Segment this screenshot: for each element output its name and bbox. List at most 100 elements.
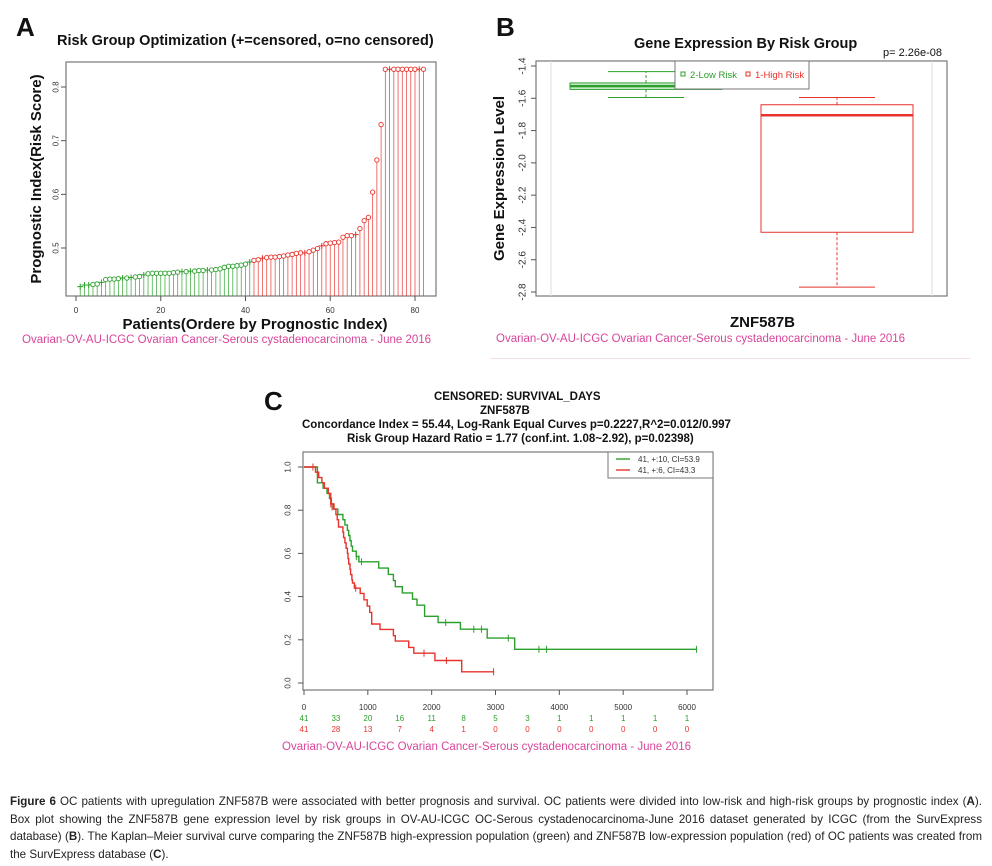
- low-risk-point: [200, 267, 206, 274]
- y-tick-label: 0.7: [51, 135, 60, 147]
- y-axis-label: Gene Expression Level: [491, 96, 508, 261]
- risk-table-low-risk-count: 11: [428, 714, 437, 723]
- y-tick-label: 0.6: [51, 188, 60, 200]
- low-risk-point: [175, 269, 181, 275]
- panel-c-title-line-4: Risk Group Hazard Ratio = 1.77 (conf.int…: [347, 433, 694, 445]
- panel-a-chart: 0.5 0.6 0.7 0.8 0 20 40 60 80 Prognostic Index(Ri…: [28, 61, 437, 333]
- low-risk-point: [238, 262, 244, 268]
- low-risk-point: [196, 267, 202, 274]
- high-risk-point: [340, 234, 346, 240]
- low-risk-censored-mark: [246, 258, 253, 265]
- low-risk-point: [158, 270, 164, 276]
- low-risk-point: [234, 263, 240, 269]
- y-tick-label: 0.4: [283, 590, 292, 602]
- risk-table-high-risk-count: 0: [589, 725, 594, 734]
- figure-caption: Figure 6 OC patients with upregulation Z…: [10, 793, 982, 863]
- low-risk-censored-mark: [98, 279, 105, 286]
- y-tick-label: -2.2: [518, 186, 529, 204]
- y-tick-label: -2.4: [518, 218, 529, 236]
- risk-table-high-risk-count: 1: [461, 725, 466, 734]
- legend-label-high-risk: 1-High Risk: [755, 70, 804, 81]
- caption-text-2: ). Box plot showing the ZNF587B gene exp…: [10, 795, 982, 843]
- risk-table-low-risk-count: 1: [653, 714, 658, 723]
- risk-table-low-risk-count: 16: [395, 714, 404, 723]
- panel-b-chart: -1.4 -1.6 -1.8 -2.0 -2.2 -2.4 -2.6 -2.8 Gene Exp…: [491, 57, 948, 301]
- low-risk-point: [107, 276, 113, 282]
- legend-marker-high-risk: [745, 71, 751, 77]
- risk-table-high-risk-count: 0: [493, 725, 498, 734]
- y-tick-label: -1.8: [518, 122, 529, 140]
- high-risk-point: [403, 66, 410, 72]
- high-risk-point: [323, 241, 329, 247]
- low-risk-point: [124, 275, 130, 281]
- risk-table-low-risk-count: 1: [557, 714, 562, 723]
- y-tick-label: 0.5: [51, 242, 60, 254]
- risk-table-low-risk-count: 5: [493, 714, 498, 723]
- panel-b-letter: B: [496, 12, 515, 42]
- risk-table-low-risk-count: 8: [461, 714, 466, 723]
- risk-table-low-risk-count: 20: [363, 714, 372, 723]
- caption-ref-a: A: [966, 795, 975, 808]
- y-tick-label: 0.6: [283, 547, 292, 559]
- x-tick-label: 3000: [487, 703, 505, 712]
- high-risk-point: [420, 66, 427, 72]
- legend-box: [674, 60, 810, 90]
- x-tick-label: 0: [302, 703, 307, 712]
- high-risk-point: [293, 250, 299, 257]
- low-risk-censored-mark: [77, 283, 84, 290]
- risk-table-high-risk-count: 0: [653, 725, 658, 734]
- high-risk-point: [314, 245, 321, 252]
- risk-table-high-risk-count: 28: [331, 725, 340, 734]
- legend-label-low-risk: 2-Low Risk: [690, 70, 737, 81]
- low-risk-point: [225, 263, 232, 269]
- high-risk-point: [255, 257, 261, 263]
- caption-text-4: ).: [161, 847, 169, 861]
- y-tick-label: 0.8: [51, 81, 60, 93]
- legend-label-low-risk: 41, +:10, CI=53.9: [638, 455, 700, 464]
- high-risk-point: [268, 254, 274, 260]
- low-risk-point: [115, 275, 122, 282]
- high-risk-point: [395, 66, 401, 72]
- risk-table-low-risk-count: 33: [331, 714, 340, 723]
- low-risk-point: [145, 271, 151, 277]
- panel-b-xlabel: ZNF587B: [730, 314, 796, 331]
- y-tick-label: 0.8: [283, 504, 292, 516]
- x-tick-label: 2000: [423, 703, 441, 712]
- risk-table-high-risk-count: 0: [621, 725, 626, 734]
- high-risk-point: [280, 253, 287, 259]
- low-risk-point: [191, 268, 198, 274]
- panel-c-source: Ovarian-OV-AU-ICGC Ovarian Cancer-Serous…: [282, 741, 692, 753]
- caption-text-3: ). The Kaplan–Meier survival curve compa…: [10, 830, 982, 861]
- x-tick-label: 20: [156, 306, 165, 315]
- risk-table-high-risk-count: 13: [363, 725, 372, 734]
- risk-table-high-risk-count: 0: [525, 725, 530, 734]
- high-risk-point: [344, 233, 350, 239]
- y-tick-label: 0.0: [283, 677, 292, 689]
- panel-c-title-line-2: ZNF587B: [480, 405, 530, 417]
- x-tick-label: 0: [74, 306, 79, 315]
- risk-table-low-risk-count: 1: [685, 714, 690, 723]
- legend: 2-Low Risk 1-High Risk: [674, 60, 810, 90]
- high-risk-point: [306, 249, 312, 255]
- plot-frame: [65, 61, 437, 297]
- low-risk-point: [94, 281, 100, 287]
- caption-ref-c: C: [153, 847, 162, 861]
- x-tick-label: 4000: [550, 703, 568, 712]
- high-risk-point: [374, 157, 380, 163]
- high-risk-box: [760, 104, 914, 233]
- high-risk-point: [289, 251, 295, 258]
- risk-table-low-risk-count: 1: [621, 714, 626, 723]
- high-risk-point: [251, 257, 257, 263]
- risk-table-high-risk-count: 4: [429, 725, 434, 734]
- panel-b-source: Ovarian-OV-AU-ICGC Ovarian Cancer-Serous…: [496, 333, 906, 345]
- panel-a-source: Ovarian-OV-AU-ICGC Ovarian Cancer-Serous…: [22, 334, 432, 346]
- caption-ref-b: B: [68, 830, 78, 843]
- y-tick-label: -2.0: [518, 154, 529, 172]
- low-risk-point: [221, 264, 227, 270]
- panel-c-title-line-3: Concordance Index = 55.44, Log-Rank Equa…: [302, 419, 731, 431]
- risk-table-low-risk-count: 41: [300, 714, 309, 723]
- panel-a-title: Risk Group Optimization (+=censored, o=n…: [57, 33, 434, 49]
- risk-table-high-risk-count: 41: [300, 725, 309, 734]
- high-risk-point: [336, 239, 342, 245]
- x-tick-label: 6000: [678, 703, 696, 712]
